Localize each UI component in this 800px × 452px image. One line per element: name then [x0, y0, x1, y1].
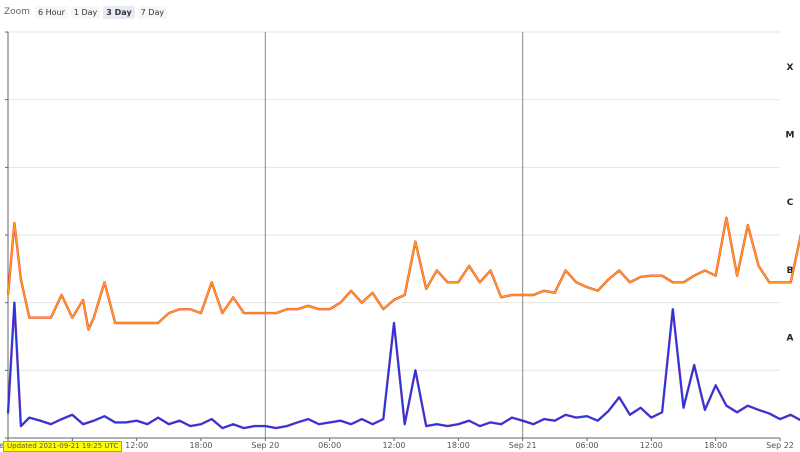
x-tick-label: 12:00: [382, 441, 405, 450]
x-tick-label: 18:00: [447, 441, 470, 450]
x-tick-label: 18:00: [189, 441, 212, 450]
series-line-short-shadow: [6, 301, 800, 430]
zoom-6-hour-button[interactable]: 6 Hour: [34, 5, 68, 19]
zoom-1-day-button[interactable]: 1 Day: [70, 5, 101, 19]
x-tick-label: 06:00: [318, 441, 341, 450]
x-tick-label: Sep 21: [509, 441, 537, 450]
zoom-label: Zoom: [4, 7, 30, 17]
series-line-long: [7, 217, 800, 331]
zoom-3-day-button[interactable]: 3 Day: [103, 5, 135, 19]
updated-timestamp: Updated 2021-09-21 19:25 UTC: [3, 441, 123, 452]
x-tick-label: 12:00: [640, 441, 663, 450]
x-tick-label: Sep 22: [766, 441, 794, 450]
flare-class-label: C: [787, 198, 794, 208]
series-line-short: [7, 302, 800, 429]
x-tick-label: Sep 20: [251, 441, 279, 450]
zoom-bar: Zoom 6 Hour 1 Day 3 Day 7 Day: [4, 3, 168, 21]
x-tick-label: 06:00: [575, 441, 598, 450]
flare-class-label: X: [787, 63, 794, 73]
flare-class-label: M: [786, 131, 795, 141]
flare-class-label: B: [787, 266, 794, 276]
zoom-7-day-button[interactable]: 7 Day: [137, 5, 168, 19]
series-line-long-shadow: [6, 216, 800, 331]
x-tick-label: 18:00: [704, 441, 727, 450]
x-tick-label: 12:00: [125, 441, 148, 450]
flare-class-label: A: [787, 334, 794, 344]
